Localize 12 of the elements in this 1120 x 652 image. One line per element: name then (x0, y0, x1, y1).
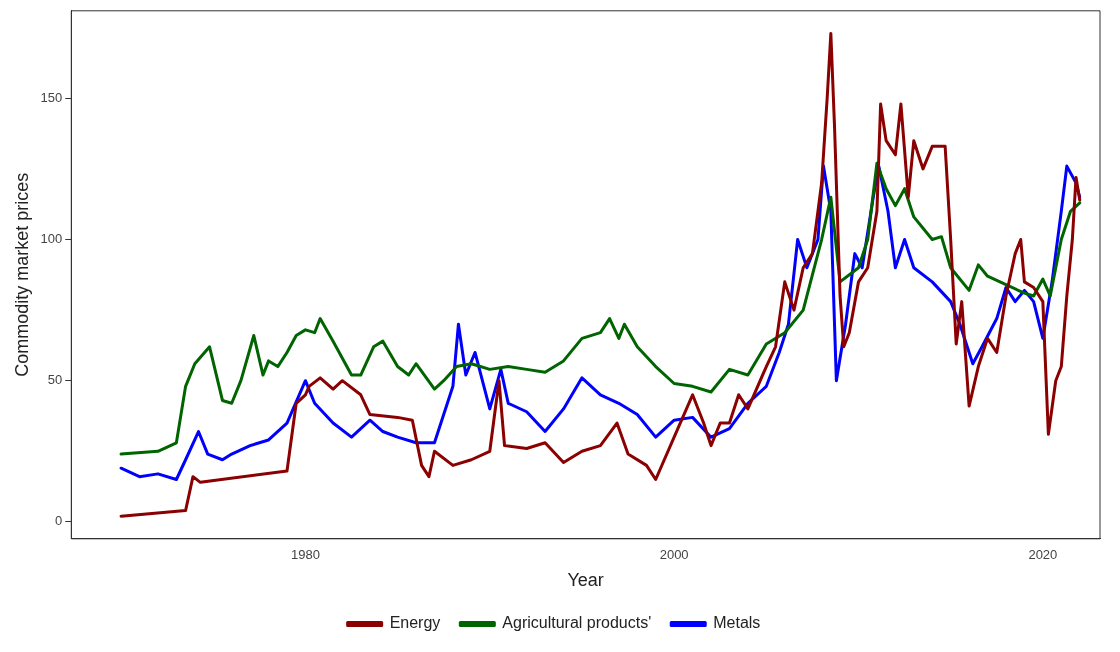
y-tick-label: 100 (40, 231, 63, 247)
y-tick-label: 50 (47, 372, 63, 388)
x-tick-label: 2000 (659, 547, 689, 563)
y-axis-title: Commodity market prices (11, 172, 32, 377)
legend-label: Energy (389, 614, 441, 632)
legend-label: Metals (713, 614, 761, 632)
x-tick-label: 1980 (290, 547, 320, 563)
x-axis-title: Year (567, 570, 604, 591)
y-tick-label: 150 (40, 89, 63, 105)
legend-label: Agricultural products' (502, 614, 652, 632)
y-tick-label: 0 (55, 513, 63, 529)
x-tick-label: 2020 (1028, 547, 1058, 563)
